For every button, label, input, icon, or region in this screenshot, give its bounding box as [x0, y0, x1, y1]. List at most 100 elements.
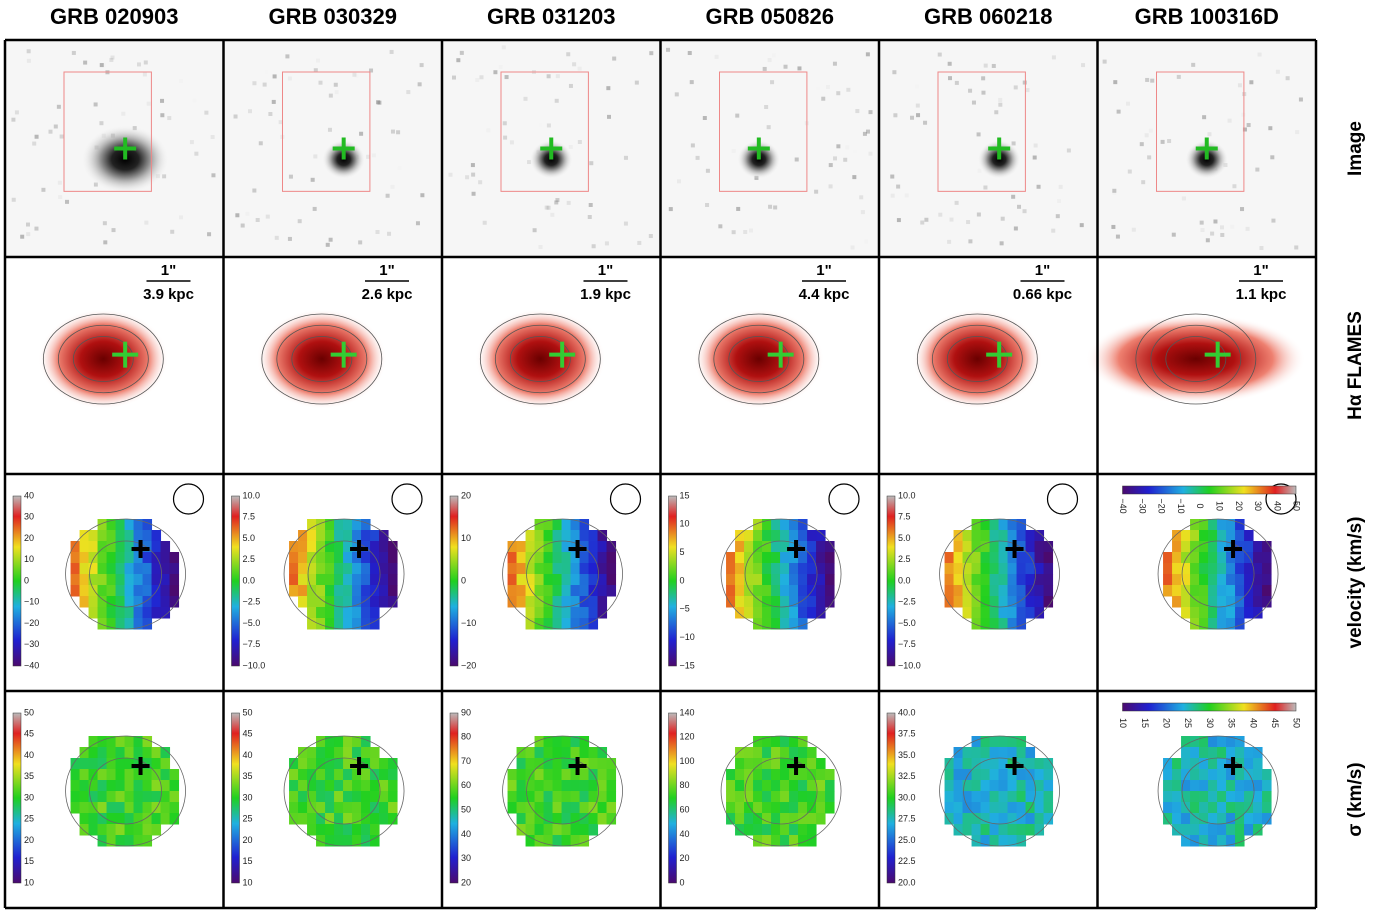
map-pixel [343, 824, 353, 836]
map-pixel [944, 552, 955, 564]
noise [1112, 188, 1117, 193]
map-pixel [789, 607, 799, 619]
noise [328, 93, 333, 98]
noise [390, 129, 395, 134]
map-pixel [1043, 802, 1054, 814]
noise [1033, 143, 1038, 148]
scale-angle: 1" [1035, 262, 1050, 279]
map-pixel [115, 780, 126, 792]
map-pixel [133, 824, 144, 836]
noise [1139, 142, 1144, 147]
map-pixel [971, 585, 982, 597]
map-pixel [962, 758, 973, 770]
map-pixel [816, 552, 826, 564]
noise [102, 221, 107, 226]
noise [862, 131, 867, 136]
map-pixel [1217, 824, 1227, 836]
map-pixel [516, 541, 527, 553]
map-pixel [798, 541, 808, 553]
noise [99, 63, 104, 68]
map-pixel [980, 736, 991, 748]
map-pixel [352, 802, 362, 814]
map-pixel [316, 530, 326, 542]
colorbar-tick-label: 140 [680, 707, 695, 717]
map-pixel [142, 813, 153, 825]
map-pixel [307, 747, 317, 759]
colorbar-tick-label: 32.5 [898, 771, 916, 781]
map-pixel [1199, 530, 1209, 542]
map-pixel [124, 747, 135, 759]
fov-box [281, 71, 371, 192]
map-pixel [780, 769, 790, 781]
map-pixel [88, 791, 99, 803]
map-pixel [816, 607, 826, 619]
map-pixel [115, 791, 126, 803]
map-pixel [971, 813, 982, 825]
noise [160, 98, 165, 103]
map-pixel [825, 552, 835, 564]
map-pixel [561, 835, 572, 847]
noise [1246, 123, 1251, 128]
map-pixel [570, 769, 581, 781]
noise [1144, 133, 1149, 138]
map-pixel [1199, 780, 1209, 792]
map-pixel [534, 758, 545, 770]
map-pixel [980, 585, 991, 597]
map-pixel [115, 813, 126, 825]
noise [865, 129, 870, 134]
colorbar-tick-label: −2.5 [898, 597, 916, 607]
map-pixel [1043, 813, 1054, 825]
map-pixel [1226, 552, 1236, 564]
map-pixel [1172, 813, 1182, 825]
map-pixel [316, 563, 326, 575]
map-pixel [1034, 574, 1045, 586]
map-pixel [971, 835, 982, 847]
map-pixel [789, 813, 799, 825]
map-pixel [1007, 574, 1018, 586]
noise [420, 193, 425, 198]
map-pixel [588, 541, 599, 553]
noise [954, 200, 959, 205]
column-title: GRB 050826 [706, 4, 834, 29]
map-pixel [780, 802, 790, 814]
map-pixel [97, 758, 108, 770]
map-pixel [789, 574, 799, 586]
map-pixel [160, 585, 171, 597]
map-pixel [325, 824, 335, 836]
colorbar-tick-label: 40 [243, 750, 253, 760]
map-pixel [70, 791, 81, 803]
map-pixel [379, 802, 389, 814]
map-pixel [1163, 769, 1173, 781]
colorbar [231, 712, 240, 884]
map-pixel [971, 530, 982, 542]
map-pixel [980, 802, 991, 814]
map-pixel [953, 780, 964, 792]
map-pixel [998, 747, 1009, 759]
map-pixel [762, 824, 772, 836]
map-pixel [762, 802, 772, 814]
map-pixel [1025, 607, 1036, 619]
map-pixel [1244, 552, 1254, 564]
scale-distance: 3.9 kpc [143, 286, 194, 303]
colorbar-tick-label: 35 [243, 771, 253, 781]
map-pixel [561, 585, 572, 597]
map-pixel [1181, 747, 1191, 759]
map-pixel [798, 736, 808, 748]
map-pixel [744, 747, 754, 759]
noise [167, 116, 172, 121]
map-pixel [142, 736, 153, 748]
map-pixel [579, 596, 590, 608]
noise [546, 205, 551, 210]
map-pixel [579, 813, 590, 825]
noise [58, 195, 63, 200]
map-pixel [744, 758, 754, 770]
map-pixel [552, 585, 563, 597]
map-pixel [1244, 530, 1254, 542]
noise [1147, 155, 1152, 160]
map-pixel [1172, 596, 1182, 608]
map-pixel [789, 780, 799, 792]
noise [1113, 80, 1118, 85]
map-pixel [807, 596, 817, 608]
map-pixel [552, 780, 563, 792]
beam [828, 483, 860, 515]
